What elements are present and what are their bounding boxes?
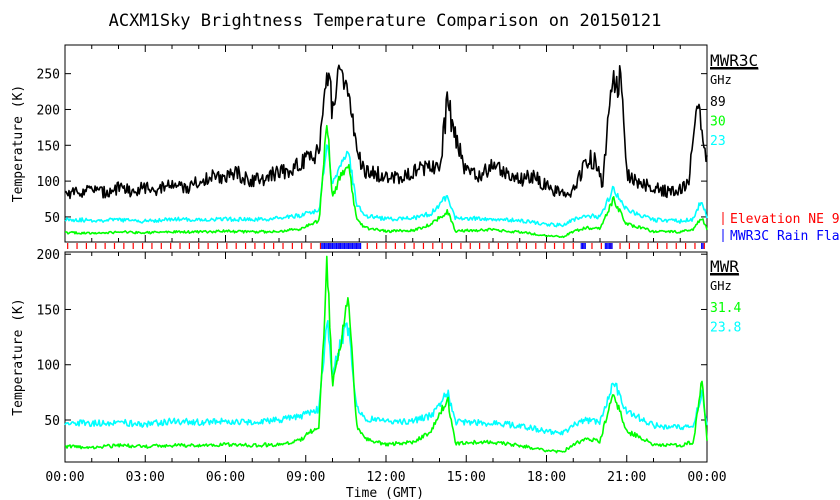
x-tick-label: 00:00 [687,470,726,485]
y-tick-label: 50 [44,211,60,226]
y-tick-label: 150 [37,303,60,318]
legend-entry: 23.8 [710,321,741,336]
x-axis-label: Time (GMT) [346,486,424,500]
legend-title: MWR [710,257,739,276]
y-tick-label: 50 [44,414,60,429]
y-tick-label: 100 [37,359,60,374]
flags-legend: Elevation NE 90 MWR3C Rain Flag [722,212,840,244]
time-axis: 00:00 03:00 06:00 09:00 12:00 15:00 18:00 21:00… [45,470,726,485]
y-axis-label: Temperature (K) [11,298,26,415]
series-line [65,124,708,239]
legend-entry: 30 [710,115,726,130]
legend-unit: GHz [710,73,732,87]
series-line [64,144,708,228]
legend-entry: 31.4 [710,301,741,316]
x-tick-label: 03:00 [126,470,165,485]
series-line [64,255,708,454]
chart-title: ACXM1Sky Brightness Temperature Comparis… [109,11,662,31]
plot-frame [64,251,708,463]
flag-strip [67,243,705,249]
x-tick-label: 21:00 [607,470,646,485]
legend-unit: GHz [710,279,732,293]
x-tick-label: 00:00 [45,470,84,485]
legend-entry: 23 [710,134,726,149]
flag-legend-elevation: Elevation NE 90 [730,212,840,227]
y-axis-label: Temperature (K) [11,85,26,202]
y-tick-label: 200 [37,103,60,118]
x-tick-label: 15:00 [447,470,486,485]
y-tick-label: 150 [37,139,60,154]
mwr3c-panel: 50 100 150 200 250 Temperature (K) MWR3C GHz 89 3… [11,44,759,243]
y-tick-label: 200 [37,248,60,263]
x-tick-label: 06:00 [206,470,245,485]
x-tick-label: 09:00 [286,470,325,485]
plot-frame [64,44,708,243]
y-tick-label: 250 [37,68,60,83]
series-line [64,320,708,436]
legend-entry: 89 [710,95,726,110]
x-tick-label: 18:00 [527,470,566,485]
flag-legend-rain: MWR3C Rain Flag [730,229,840,244]
y-tick-label: 100 [37,175,60,190]
x-tick-label: 12:00 [366,470,405,485]
mwr-panel: 50 100 150 200 Temperature (K) MWR GHz 31.4 23.8 [11,248,741,463]
legend-title: MWR3C [710,51,758,70]
series-line [64,64,708,200]
